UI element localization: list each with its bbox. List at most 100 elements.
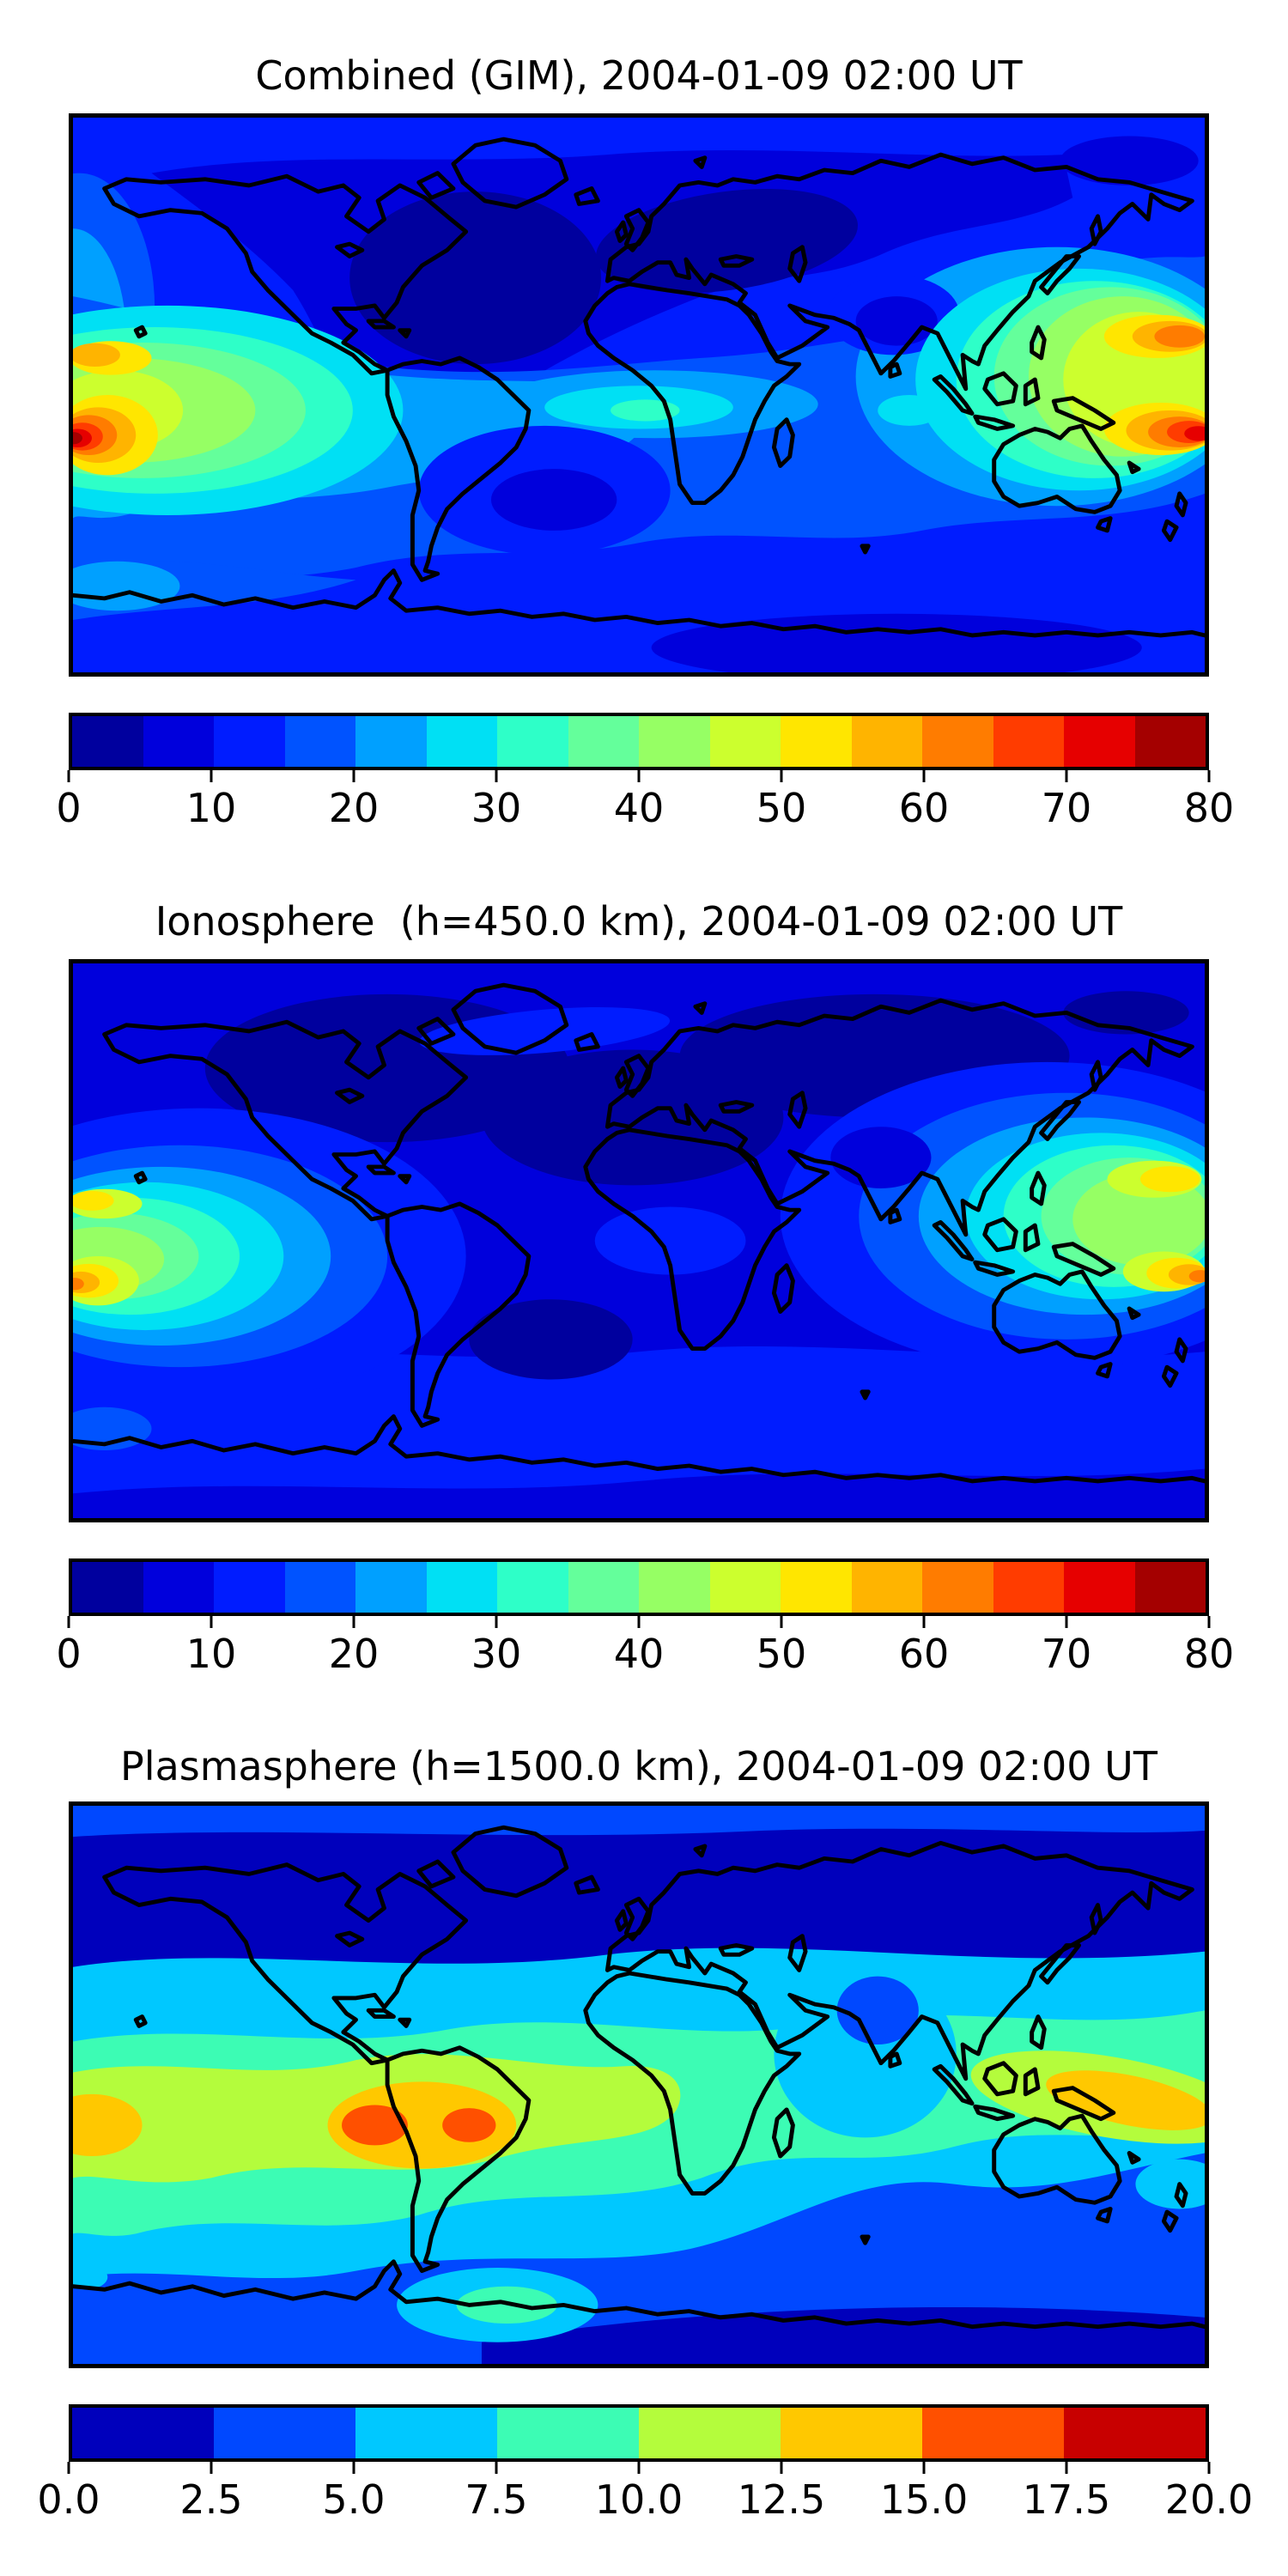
panel2-title: Ionosphere (h=450.0 km), 2004-01-09 02:0… (155, 898, 1123, 945)
colorbar-segment (143, 1562, 214, 1613)
colorbar-tick-label: 30 (471, 1631, 522, 1677)
colorbar-tick-label: 80 (1183, 1631, 1235, 1677)
colorbar-tick-mark (67, 1616, 70, 1628)
colorbar-segment (993, 716, 1064, 767)
colorbar-tick-mark (67, 770, 70, 782)
colorbar-tick-label: 2.5 (179, 2476, 243, 2523)
colorbar-tick-mark (495, 1616, 498, 1628)
colorbar-tick-mark (1065, 2462, 1068, 2474)
colorbar-segment (851, 1562, 922, 1613)
panel3-contour-field (73, 1806, 1205, 2364)
colorbar-segment (709, 716, 781, 767)
colorbar-segment (639, 716, 710, 767)
colorbar-tick-label: 10 (185, 785, 237, 831)
panel2-colorbar (69, 1558, 1209, 1616)
colorbar-segment (1134, 716, 1206, 767)
colorbar-tick-label: 7.5 (465, 2476, 528, 2523)
colorbar-tick-mark (1065, 1616, 1068, 1628)
colorbar-segment (426, 716, 497, 767)
panel1-colorbar (69, 713, 1209, 770)
colorbar-segment (497, 1562, 568, 1613)
colorbar-segment (72, 716, 143, 767)
colorbar-tick-mark (922, 2462, 926, 2474)
colorbar-tick-mark (210, 1616, 213, 1628)
colorbar-segment (1064, 2408, 1206, 2458)
panel1-colorbar-ticks: 0 10 20 30 40 50 60 70 80 (56, 770, 1234, 849)
colorbar-tick-label: 60 (898, 785, 950, 831)
colorbar-segment (214, 2408, 355, 2458)
colorbar-tick-mark (780, 770, 783, 782)
colorbar-tick-label: 70 (1041, 1631, 1092, 1677)
panel1-contour-field (73, 118, 1205, 672)
colorbar-tick-label: 15.0 (879, 2476, 969, 2523)
colorbar-tick-mark (495, 2462, 498, 2474)
panel1-title: Combined (GIM), 2004-01-09 02:00 UT (255, 52, 1023, 99)
colorbar-segment (214, 1562, 285, 1613)
colorbar-tick-label: 20.0 (1164, 2476, 1254, 2523)
colorbar-segment (993, 1562, 1064, 1613)
colorbar-segment (639, 2408, 781, 2458)
colorbar-tick-label: 0.0 (37, 2476, 100, 2523)
colorbar-tick-mark (637, 2462, 641, 2474)
colorbar-tick-label: 30 (471, 785, 522, 831)
colorbar-tick-label: 20 (328, 785, 380, 831)
panel3-title: Plasmasphere (h=1500.0 km), 2004-01-09 0… (120, 1743, 1157, 1789)
colorbar-tick-mark (637, 1616, 641, 1628)
colorbar-tick-label: 50 (756, 785, 807, 831)
colorbar-tick-mark (352, 2462, 355, 2474)
colorbar-segment (1064, 1562, 1135, 1613)
panel3-colorbar (69, 2404, 1209, 2462)
colorbar-tick-mark (67, 2462, 70, 2474)
colorbar-tick-label: 70 (1041, 785, 1092, 831)
panel2-map (69, 959, 1209, 1522)
colorbar-segment (355, 716, 427, 767)
colorbar-segment (709, 1562, 781, 1613)
colorbar-segment (922, 1562, 993, 1613)
panel2-map-canvas (73, 963, 1205, 1518)
colorbar-tick-label: 0 (56, 785, 82, 831)
colorbar-segment (72, 2408, 214, 2458)
panel1-map-canvas (73, 118, 1205, 672)
colorbar-tick-mark (1207, 1616, 1211, 1628)
colorbar-segment (922, 2408, 1064, 2458)
colorbar-tick-label: 40 (613, 785, 665, 831)
panel3-map (69, 1801, 1209, 2368)
colorbar-segment (568, 716, 639, 767)
colorbar-tick-mark (210, 770, 213, 782)
colorbar-tick-mark (1207, 2462, 1211, 2474)
colorbar-tick-label: 60 (898, 1631, 950, 1677)
colorbar-segment (781, 2408, 922, 2458)
colorbar-tick-label: 50 (756, 1631, 807, 1677)
colorbar-tick-mark (352, 1616, 355, 1628)
colorbar-segment (922, 716, 993, 767)
colorbar-segment (497, 716, 568, 767)
colorbar-tick-mark (1065, 770, 1068, 782)
colorbar-segment (497, 2408, 639, 2458)
colorbar-tick-mark (637, 770, 641, 782)
colorbar-tick-mark (922, 1616, 926, 1628)
colorbar-segment (851, 716, 922, 767)
colorbar-tick-mark (352, 770, 355, 782)
panel2-colorbar-ticks: 0 10 20 30 40 50 60 70 80 (56, 1616, 1234, 1695)
colorbar-tick-label: 17.5 (1022, 2476, 1111, 2523)
colorbar-tick-label: 5.0 (322, 2476, 386, 2523)
colorbar-tick-mark (210, 2462, 213, 2474)
colorbar-tick-label: 10.0 (594, 2476, 683, 2523)
colorbar-segment (568, 1562, 639, 1613)
colorbar-tick-mark (495, 770, 498, 782)
colorbar-segment (214, 716, 285, 767)
colorbar-tick-label: 40 (613, 1631, 665, 1677)
colorbar-tick-mark (780, 1616, 783, 1628)
colorbar-tick-mark (1207, 770, 1211, 782)
colorbar-segment (355, 2408, 497, 2458)
panel3-map-canvas (73, 1806, 1205, 2364)
colorbar-tick-label: 80 (1183, 785, 1235, 831)
colorbar-segment (72, 1562, 143, 1613)
colorbar-segment (1064, 716, 1135, 767)
colorbar-tick-label: 0 (56, 1631, 82, 1677)
colorbar-segment (284, 716, 355, 767)
panel2-contour-field (73, 963, 1205, 1518)
colorbar-segment (781, 716, 852, 767)
colorbar-segment (143, 716, 214, 767)
colorbar-segment (426, 1562, 497, 1613)
